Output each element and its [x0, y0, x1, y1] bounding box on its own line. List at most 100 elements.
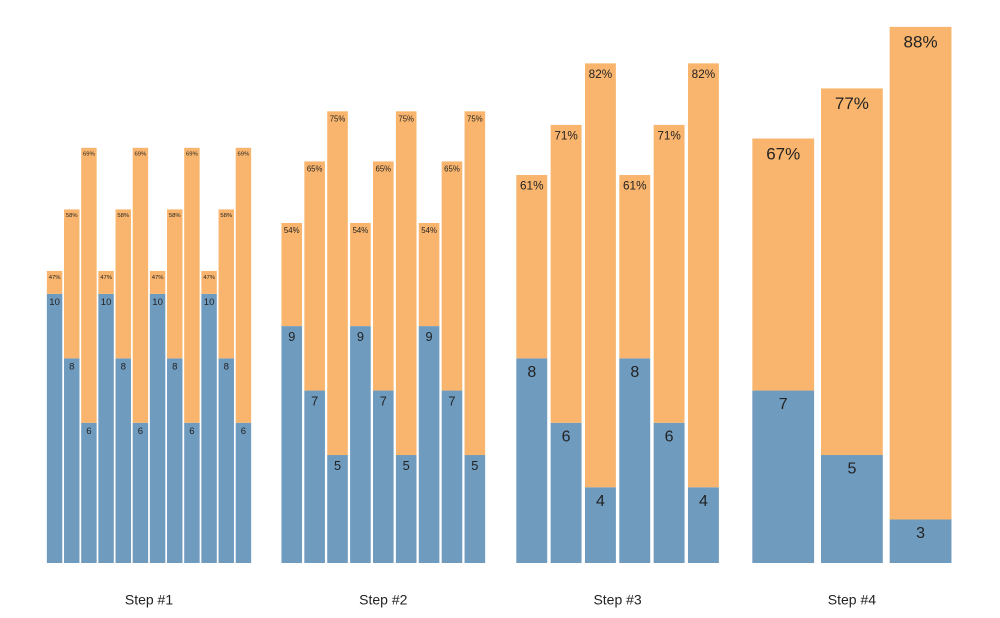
percent-label: 58% [169, 213, 181, 219]
value-label: 3 [916, 525, 925, 542]
value-label: 8 [527, 364, 536, 381]
percent-label: 69% [135, 152, 147, 158]
bar-segment [64, 358, 80, 563]
bar-segment [418, 326, 440, 563]
bar-segment [281, 326, 303, 563]
bar-segment [218, 209, 234, 359]
percent-label: 58% [66, 213, 78, 219]
percent-label: 67% [766, 144, 800, 163]
value-label: 4 [699, 493, 708, 510]
value-label: 6 [189, 426, 194, 437]
group-label: Step #1 [125, 592, 173, 608]
bar-segment [201, 270, 217, 294]
percent-label: 77% [835, 94, 869, 113]
bar-segment [304, 390, 325, 563]
value-label: 5 [403, 458, 410, 473]
value-label: 6 [241, 426, 246, 437]
bar-segment [235, 422, 252, 563]
value-label: 8 [630, 364, 639, 381]
value-label: 9 [288, 329, 295, 344]
bar-segment [184, 147, 200, 423]
bar-segment [98, 270, 114, 294]
value-label: 8 [121, 361, 126, 372]
percent-label: 69% [238, 152, 250, 158]
value-label: 9 [357, 329, 364, 344]
value-label: 7 [779, 396, 788, 413]
bar-segment [115, 358, 131, 563]
bar-segment [395, 111, 417, 456]
bar-segment [584, 487, 616, 563]
percent-label: 65% [307, 165, 323, 174]
bar-segment [132, 422, 149, 563]
bar-segment [395, 455, 417, 563]
percent-label: 71% [657, 130, 681, 143]
percent-label: 47% [100, 275, 112, 281]
percent-label: 69% [83, 152, 95, 158]
percent-label: 47% [49, 275, 61, 281]
bar-segment [584, 63, 616, 488]
percent-label: 47% [152, 275, 164, 281]
bar-segment [550, 124, 582, 423]
bar-segment [81, 422, 97, 563]
value-label: 7 [380, 393, 387, 408]
percent-label: 88% [904, 33, 938, 52]
bar-segment [149, 293, 166, 563]
percent-label: 75% [330, 114, 346, 123]
value-label: 7 [311, 393, 318, 408]
value-label: 4 [596, 493, 605, 510]
value-label: 8 [69, 361, 74, 372]
bar-segment [441, 390, 463, 563]
bar-segment [441, 161, 463, 391]
percent-label: 69% [186, 152, 198, 158]
percent-label: 58% [117, 213, 129, 219]
percent-label: 54% [284, 226, 300, 235]
bar-segment [167, 209, 183, 359]
bar-segment [115, 209, 131, 359]
percent-label: 82% [692, 68, 716, 81]
bar-segment [516, 175, 548, 359]
bar-segment [821, 88, 883, 456]
bar-segment [516, 358, 548, 563]
bar-segment [304, 161, 325, 391]
bar-segment [653, 124, 685, 423]
bar-segment [464, 455, 486, 563]
bar-segment [752, 390, 815, 563]
value-label: 10 [49, 297, 60, 308]
bar-segment [464, 111, 486, 456]
bar-segment [889, 26, 952, 520]
bar-segment [821, 455, 883, 563]
bar-segment [64, 209, 80, 359]
bar-segment [889, 519, 952, 563]
percent-label: 54% [353, 226, 369, 235]
bar-segment [132, 147, 149, 423]
bar-segment [235, 147, 252, 423]
percent-label: 65% [444, 165, 460, 174]
percent-label: 61% [623, 180, 647, 193]
bar-segment [149, 270, 166, 294]
value-label: 6 [562, 428, 571, 445]
value-label: 5 [847, 461, 856, 478]
percent-label: 61% [520, 180, 544, 193]
bar-segment [619, 175, 651, 359]
value-label: 5 [334, 458, 341, 473]
percent-label: 54% [421, 226, 437, 235]
percent-label: 65% [375, 165, 391, 174]
percent-label: 47% [203, 275, 215, 281]
bar-segment [184, 422, 200, 563]
percent-label: 58% [220, 213, 232, 219]
bar-segment [373, 161, 394, 391]
bar-segment [327, 455, 348, 563]
value-label: 9 [426, 329, 433, 344]
bar-segment [418, 222, 440, 327]
value-label: 7 [448, 393, 455, 408]
percent-label: 71% [554, 130, 578, 143]
bar-segment [98, 293, 114, 563]
bar-segment [350, 222, 371, 327]
bar-segment [327, 111, 348, 456]
value-label: 10 [152, 297, 163, 308]
bar-segment [46, 293, 63, 563]
percent-label: 75% [467, 114, 483, 123]
group-label: Step #4 [828, 592, 876, 608]
bar-segment [201, 293, 217, 563]
bar-segment [46, 270, 63, 294]
